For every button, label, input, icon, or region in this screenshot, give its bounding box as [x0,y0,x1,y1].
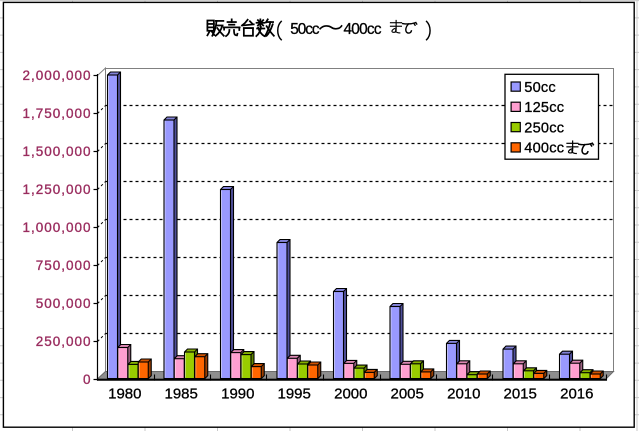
svg-text:1990: 1990 [221,385,254,402]
svg-text:1,250,000: 1,250,000 [22,182,91,197]
svg-text:1980: 1980 [108,385,141,402]
svg-text:2,000,000: 2,000,000 [22,68,91,83]
svg-text:250cc: 250cc [524,120,564,136]
svg-text:1,000,000: 1,000,000 [22,220,91,235]
svg-text:2000: 2000 [334,385,367,402]
svg-text:1,500,000: 1,500,000 [22,144,91,159]
svg-text:1995: 1995 [278,385,311,402]
svg-text:750,000: 750,000 [36,258,92,273]
svg-text:400cc: 400cc [524,141,564,157]
svg-text:2015: 2015 [504,385,537,402]
svg-text:2010: 2010 [447,385,480,402]
svg-text:250,000: 250,000 [36,334,92,349]
svg-text:1985: 1985 [165,385,198,402]
svg-text:125cc: 125cc [524,100,564,116]
svg-text:50cc: 50cc [524,80,556,96]
svg-text:50cc: 50cc [290,21,320,38]
svg-text:500,000: 500,000 [36,296,92,311]
svg-text:2005: 2005 [391,385,424,402]
svg-text:0: 0 [83,372,92,387]
svg-text:400cc: 400cc [344,21,382,38]
svg-text:1,750,000: 1,750,000 [22,106,91,121]
svg-text:2016: 2016 [560,385,593,402]
